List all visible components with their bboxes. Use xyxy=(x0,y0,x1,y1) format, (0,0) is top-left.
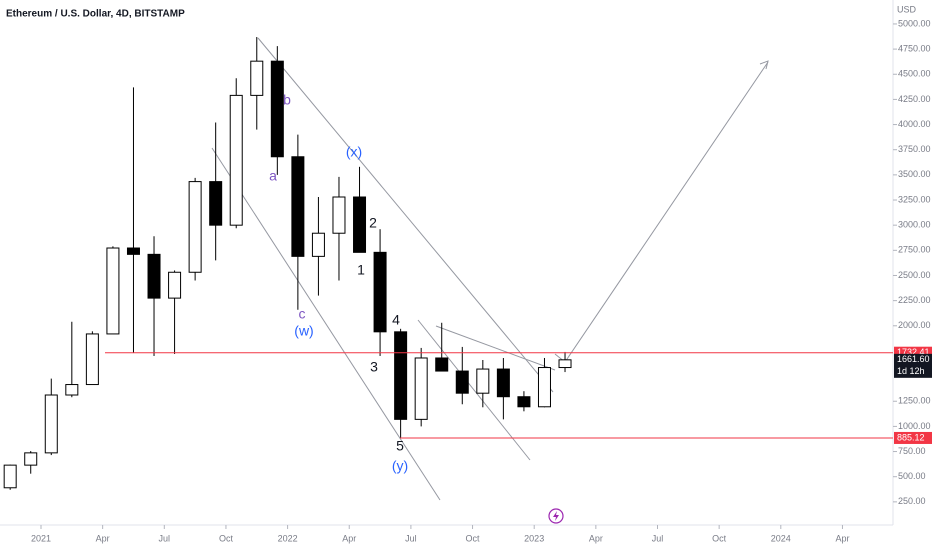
candle-body xyxy=(332,196,346,234)
candle-body xyxy=(250,60,264,96)
wave-label: 5 xyxy=(396,438,404,454)
x-tick-label: Apr xyxy=(589,533,603,543)
candle-body xyxy=(291,156,305,257)
x-tick-label: Oct xyxy=(219,533,234,543)
candle-body xyxy=(85,333,99,386)
level-tag xyxy=(894,431,932,444)
level-label: 885.12 xyxy=(897,432,925,442)
x-tick-label: 2022 xyxy=(278,533,298,543)
y-tick-label: 1250.00 xyxy=(898,396,931,406)
x-tick-label: Oct xyxy=(466,533,481,543)
wave-label: b xyxy=(283,92,291,108)
wave-label: 2 xyxy=(369,215,377,231)
y-tick-label: 3000.00 xyxy=(898,220,931,230)
wave-label: 3 xyxy=(370,359,378,375)
y-tick-label: 5000.00 xyxy=(898,18,931,28)
y-tick-label: 500.00 xyxy=(898,471,926,481)
wave-label: (x) xyxy=(346,144,362,160)
candle-body xyxy=(24,452,38,466)
projection-arrowhead xyxy=(759,60,769,70)
last-price-label: 1661.60 xyxy=(897,354,930,364)
y-tick-label: 4500.00 xyxy=(898,69,931,79)
candle-body xyxy=(394,331,408,420)
x-tick-label: 2021 xyxy=(31,533,51,543)
y-tick-label: 2000.00 xyxy=(898,320,931,330)
candle-body xyxy=(3,464,17,489)
candle-body xyxy=(270,60,284,158)
wave-label: 1 xyxy=(357,262,365,278)
y-tick-label: 4250.00 xyxy=(898,94,931,104)
candle-body xyxy=(65,384,79,396)
y-tick-label: 2250.00 xyxy=(898,295,931,305)
candle-body xyxy=(435,357,449,372)
y-tick-label: 3750.00 xyxy=(898,144,931,154)
wave-label: (y) xyxy=(392,458,408,474)
candle-body xyxy=(126,247,140,255)
chart-title: Ethereum / U.S. Dollar, 4D, BITSTAMP xyxy=(6,9,185,20)
event-icon[interactable] xyxy=(548,508,564,524)
y-tick-label: 4750.00 xyxy=(898,43,931,53)
y-tick-label: 3500.00 xyxy=(898,169,931,179)
y-tick-label: 250.00 xyxy=(898,496,926,506)
countdown: 1d 12h xyxy=(897,366,925,376)
wave-label: 4 xyxy=(392,312,400,328)
y-tick-label: 2500.00 xyxy=(898,270,931,280)
level-label: 1732.41 xyxy=(897,347,930,357)
wave-label: a xyxy=(269,168,277,184)
candle-body xyxy=(168,271,182,299)
y-tick-label: 3250.00 xyxy=(898,194,931,204)
candles xyxy=(3,37,572,490)
wedge-top xyxy=(435,325,556,371)
candle-body xyxy=(414,357,428,420)
candle-body xyxy=(188,181,202,273)
y-tick-label: 750.00 xyxy=(898,446,926,456)
y-tick-label: 1000.00 xyxy=(898,421,931,431)
wave-label: (w) xyxy=(294,323,313,339)
candle-body xyxy=(44,394,58,454)
candle-body xyxy=(496,368,510,398)
candle-body xyxy=(558,359,572,369)
x-tick-label: 2023 xyxy=(524,533,544,543)
x-tick-label: Apr xyxy=(342,533,356,543)
candle-body xyxy=(209,181,223,226)
currency-label: USD xyxy=(897,4,917,14)
candle-body xyxy=(455,370,469,394)
y-tick-label: 2750.00 xyxy=(898,245,931,255)
candle-body xyxy=(229,94,243,226)
candle-body xyxy=(373,251,387,333)
x-tick-label: Jul xyxy=(405,533,417,543)
candle-body xyxy=(106,247,120,335)
x-tick-label: Jul xyxy=(652,533,664,543)
candle-body xyxy=(147,253,161,299)
candle-body xyxy=(476,368,490,394)
candle-body xyxy=(353,196,367,253)
channel-top xyxy=(257,37,554,393)
candle-body xyxy=(537,367,551,408)
candle-body xyxy=(311,232,325,257)
last-price-tag xyxy=(894,353,932,378)
wave-label: c xyxy=(299,306,306,322)
x-tick-label: Jul xyxy=(159,533,171,543)
x-tick-label: Apr xyxy=(96,533,110,543)
x-tick-label: 2024 xyxy=(771,533,791,543)
x-tick-label: Apr xyxy=(835,533,849,543)
x-tick-label: Oct xyxy=(712,533,727,543)
candle-body xyxy=(517,396,531,408)
wedge-bottom xyxy=(417,319,531,461)
channel-bottom xyxy=(211,147,441,501)
y-tick-label: 4000.00 xyxy=(898,119,931,129)
